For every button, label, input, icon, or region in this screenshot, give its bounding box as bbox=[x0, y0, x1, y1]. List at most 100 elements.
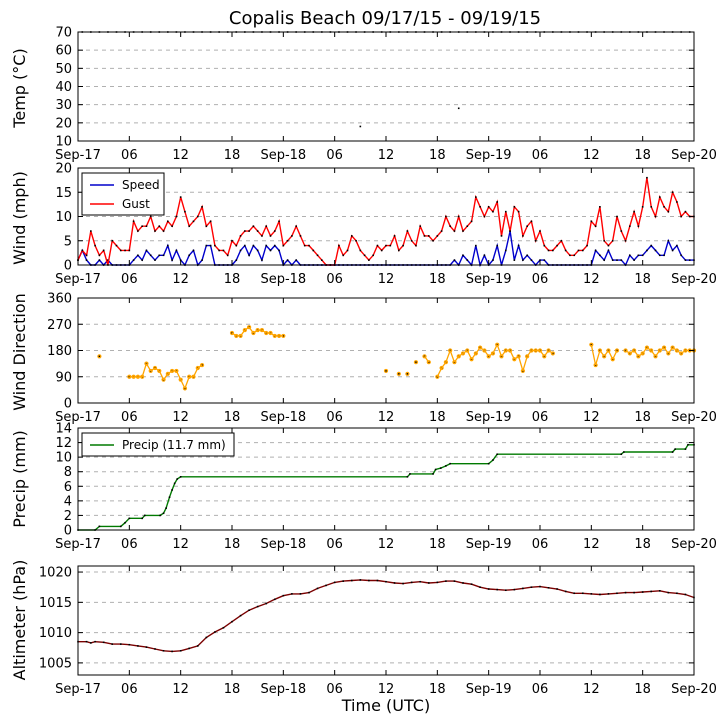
data-point bbox=[154, 259, 156, 261]
data-point bbox=[209, 244, 212, 247]
data-point bbox=[393, 235, 396, 237]
data-point bbox=[504, 210, 507, 213]
x-tick-label: Sep-17 bbox=[55, 410, 101, 425]
data-point bbox=[214, 244, 216, 247]
data-point bbox=[128, 249, 131, 252]
panel-2: 0 5 10 15 20 Sep-17 06 12 18 Sep-18 06 12 18 Sep-19 06… bbox=[10, 162, 717, 288]
data-point bbox=[599, 254, 601, 257]
data-point bbox=[359, 125, 362, 128]
data-point bbox=[398, 249, 400, 252]
data-point-center bbox=[487, 355, 490, 358]
data-point bbox=[273, 244, 276, 247]
x-tick-label: 12 bbox=[583, 537, 600, 552]
data-point bbox=[165, 507, 167, 509]
data-point bbox=[235, 259, 238, 261]
data-point bbox=[650, 590, 653, 593]
data-point bbox=[308, 244, 310, 247]
data-point bbox=[440, 230, 443, 232]
data-point bbox=[543, 259, 546, 261]
data-point bbox=[611, 239, 614, 242]
data-point bbox=[530, 259, 533, 261]
data-point bbox=[427, 235, 430, 237]
data-point bbox=[299, 593, 302, 595]
data-point bbox=[633, 259, 635, 261]
x-tick-label: Sep-17 bbox=[55, 148, 101, 163]
data-point bbox=[590, 593, 593, 595]
panel-1: 10 20 30 40 50 60 70 Sep-17 06 12 18 Sep-18 06 12 18 Se… bbox=[10, 26, 717, 164]
data-point bbox=[556, 588, 558, 590]
legend-box bbox=[81, 432, 235, 457]
y-tick-label: 14 bbox=[55, 422, 72, 437]
data-point bbox=[616, 592, 618, 595]
data-point bbox=[188, 225, 191, 227]
x-tick-label: Sep-17 bbox=[55, 682, 101, 697]
series-line-altimeter bbox=[78, 579, 695, 653]
data-point bbox=[676, 592, 678, 595]
data-point-center bbox=[415, 361, 417, 363]
data-point bbox=[479, 206, 481, 208]
data-point bbox=[167, 244, 169, 247]
data-point bbox=[376, 244, 379, 247]
x-tick-label: Sep-17 bbox=[55, 272, 101, 287]
data-point bbox=[581, 592, 584, 595]
data-point bbox=[265, 244, 268, 247]
data-point bbox=[594, 225, 597, 227]
data-point bbox=[654, 249, 657, 252]
data-point bbox=[637, 254, 640, 257]
y-tick-label: 40 bbox=[55, 80, 72, 95]
data-point bbox=[205, 244, 208, 247]
data-point bbox=[244, 230, 246, 232]
y-tick-label: 20 bbox=[55, 116, 72, 131]
x-axis-label: Time (UTC) bbox=[341, 696, 430, 715]
y-axis-label: Wind Direction bbox=[10, 293, 29, 411]
data-point bbox=[616, 259, 618, 261]
data-point bbox=[128, 517, 131, 520]
data-point bbox=[291, 593, 293, 595]
x-tick-label: Sep-18 bbox=[260, 272, 306, 287]
legend: Precip (11.7 mm) bbox=[81, 432, 235, 457]
data-point bbox=[222, 626, 225, 629]
data-point bbox=[171, 489, 173, 491]
data-point bbox=[158, 225, 161, 227]
data-point bbox=[667, 210, 670, 213]
data-point bbox=[389, 244, 392, 247]
x-tick-label: 06 bbox=[121, 410, 138, 425]
data-point bbox=[201, 206, 203, 208]
data-point bbox=[179, 476, 182, 478]
data-point bbox=[248, 254, 250, 257]
data-point bbox=[658, 196, 661, 198]
data-point bbox=[620, 453, 623, 456]
x-tick-label: 12 bbox=[378, 537, 395, 552]
data-point bbox=[513, 206, 516, 208]
data-point bbox=[239, 249, 242, 252]
y-axis-label: Precip (mm) bbox=[10, 430, 29, 528]
data-point bbox=[427, 582, 430, 584]
data-point bbox=[410, 581, 413, 584]
data-point bbox=[115, 244, 118, 247]
data-point bbox=[98, 259, 101, 261]
y-tick-label: 30 bbox=[55, 98, 72, 113]
x-tick-label: Sep-19 bbox=[466, 272, 512, 287]
x-tick-label: 12 bbox=[378, 148, 395, 163]
data-point bbox=[372, 254, 374, 257]
data-point bbox=[145, 249, 148, 252]
data-point-center bbox=[552, 352, 554, 355]
data-point bbox=[676, 201, 678, 203]
data-point bbox=[196, 215, 199, 218]
y-tick-label: 20 bbox=[55, 162, 72, 177]
x-tick-label: 12 bbox=[378, 410, 395, 425]
data-point bbox=[333, 581, 336, 584]
data-point bbox=[149, 215, 152, 218]
data-point bbox=[650, 244, 653, 247]
x-tick-label: Sep-17 bbox=[55, 537, 101, 552]
data-point bbox=[432, 239, 434, 242]
data-point bbox=[641, 254, 644, 257]
data-point bbox=[650, 206, 653, 208]
data-point bbox=[543, 244, 546, 247]
data-point bbox=[487, 206, 490, 208]
data-point bbox=[376, 579, 379, 582]
x-tick-label: 12 bbox=[583, 272, 600, 287]
x-tick-label: 06 bbox=[326, 682, 343, 697]
data-point bbox=[359, 249, 362, 252]
data-point bbox=[338, 244, 340, 247]
